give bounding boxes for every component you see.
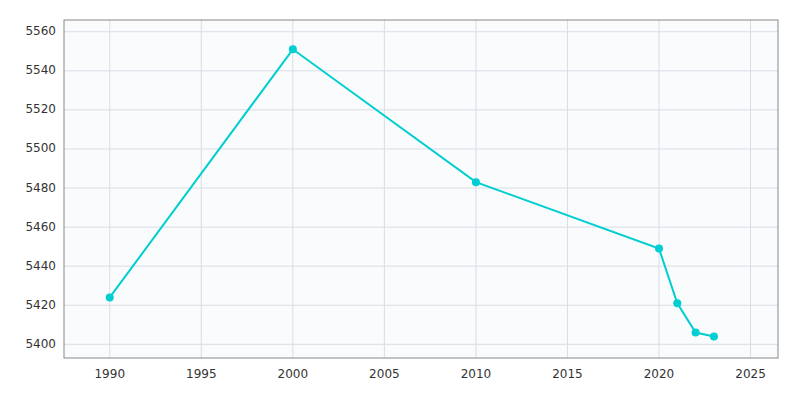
grid-line (64, 188, 778, 189)
grid-line (64, 305, 778, 306)
grid-line (64, 70, 778, 71)
grid-line (201, 20, 202, 358)
x-tick-label: 1990 (94, 367, 125, 381)
y-tick-label: 5460 (25, 220, 56, 234)
y-tick-label: 5420 (25, 298, 56, 312)
x-tick-label: 2015 (552, 367, 583, 381)
y-tick-label: 5440 (25, 259, 56, 273)
y-tick-label: 5520 (25, 102, 56, 116)
grid-line (64, 109, 778, 110)
grid-line (64, 148, 778, 149)
point (655, 245, 663, 253)
grid (64, 20, 778, 358)
point (710, 333, 718, 341)
x-tick-label: 2000 (278, 367, 309, 381)
grid-line (659, 20, 660, 358)
x-tick-label: 1995 (186, 367, 217, 381)
x-tick-label: 2020 (644, 367, 675, 381)
grid-line (292, 20, 293, 358)
y-tick-label: 5400 (25, 337, 56, 351)
y-tick-label: 5560 (25, 24, 56, 38)
chart: 5400 5420 5440 5460 5480 5500 5520 5540 5560 1990… (0, 0, 800, 400)
grid-line (64, 344, 778, 345)
y-tick-label: 5500 (25, 141, 56, 155)
plot-frame (64, 20, 778, 358)
series (106, 45, 718, 340)
grid-line (109, 20, 110, 358)
grid-line (567, 20, 568, 358)
point (692, 329, 700, 337)
point (472, 178, 480, 186)
x-tick-label: 2010 (461, 367, 492, 381)
y-tick-label: 5480 (25, 181, 56, 195)
grid-line (64, 266, 778, 267)
point (289, 45, 297, 53)
grid-line (64, 227, 778, 228)
x-tick-label: 2025 (735, 367, 766, 381)
point (106, 293, 114, 301)
point (673, 299, 681, 307)
x-tick-label: 2005 (369, 367, 400, 381)
y-tick-label: 5540 (25, 63, 56, 77)
grid-line (475, 20, 476, 358)
plot-area (64, 20, 778, 358)
grid-line (384, 20, 385, 358)
grid-line (64, 31, 778, 32)
tick-labels: 5400 5420 5440 5460 5480 5500 5520 5540 5560 1990… (25, 24, 765, 381)
grid-line (750, 20, 751, 358)
line (110, 49, 714, 336)
